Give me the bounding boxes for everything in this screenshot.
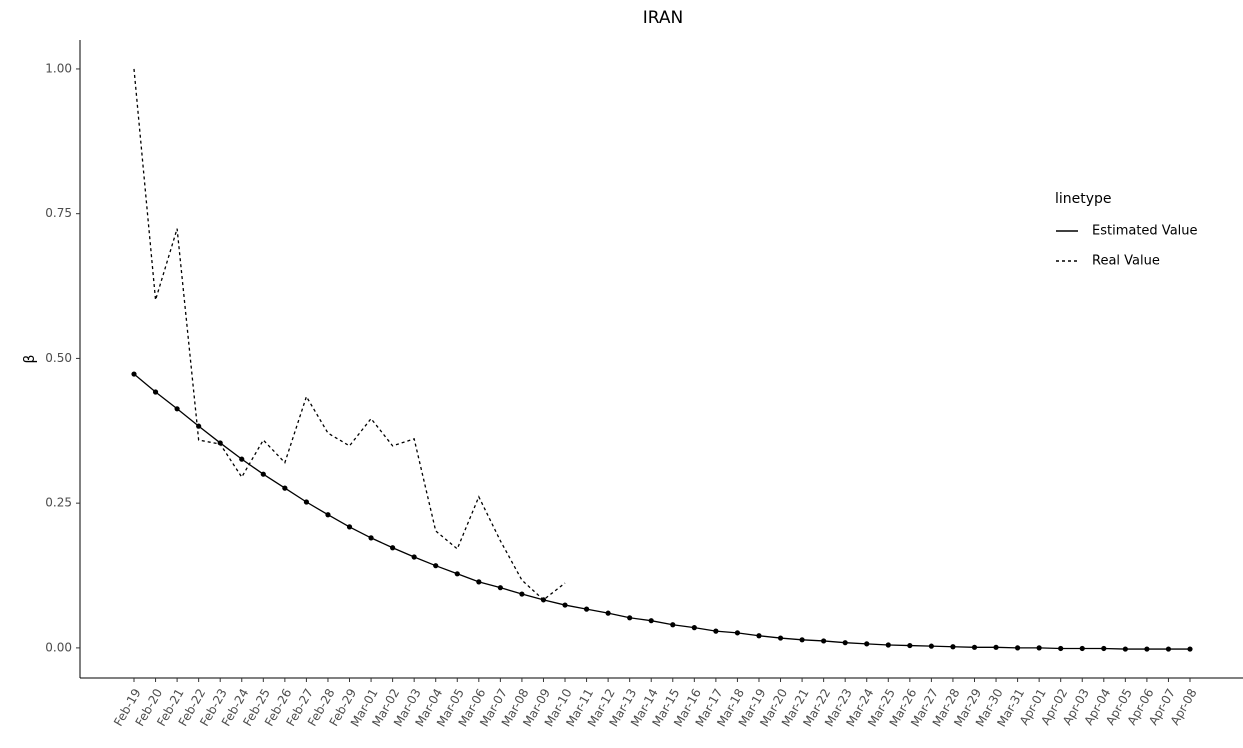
legend-label: Estimated Value xyxy=(1092,224,1198,239)
data-point xyxy=(799,637,805,643)
data-point xyxy=(1079,645,1085,652)
data-point xyxy=(842,640,848,646)
data-point xyxy=(497,585,503,591)
chart-title: IRAN xyxy=(643,8,683,28)
data-point xyxy=(346,524,353,530)
y-axis-label: β xyxy=(22,355,38,364)
y-tick-label: 1.00 xyxy=(45,61,72,75)
data-point xyxy=(368,535,374,541)
data-point xyxy=(864,641,870,647)
data-point xyxy=(260,471,266,477)
data-point xyxy=(476,579,482,585)
data-point xyxy=(454,571,460,577)
data-point xyxy=(1036,645,1042,651)
legend-label: Real Value xyxy=(1092,254,1160,269)
data-point xyxy=(152,389,159,395)
data-point xyxy=(390,545,396,551)
series-line xyxy=(133,68,566,601)
data-point xyxy=(756,633,762,639)
data-point xyxy=(562,602,568,608)
data-point xyxy=(971,644,978,650)
series-line xyxy=(133,373,1190,650)
data-point xyxy=(1165,646,1172,652)
data-point xyxy=(777,635,784,641)
data-point xyxy=(131,371,137,377)
data-point xyxy=(670,622,676,628)
data-point xyxy=(605,610,611,616)
data-point xyxy=(821,638,827,644)
data-point xyxy=(907,642,913,649)
y-tick-label: 0.25 xyxy=(45,496,72,510)
data-point xyxy=(217,440,223,446)
data-point xyxy=(1122,646,1128,652)
data-point xyxy=(583,606,590,612)
data-point xyxy=(885,642,891,648)
data-point xyxy=(282,485,288,491)
data-point xyxy=(648,618,654,624)
data-point xyxy=(174,406,180,412)
data-point xyxy=(928,643,934,649)
data-point xyxy=(1144,646,1150,652)
data-point xyxy=(734,630,741,636)
data-point xyxy=(239,456,245,462)
y-tick-label: 0.50 xyxy=(45,351,72,365)
data-point xyxy=(303,499,310,505)
data-point xyxy=(325,512,331,518)
data-point xyxy=(1014,645,1021,651)
data-point xyxy=(1058,645,1064,652)
data-point xyxy=(950,644,956,650)
data-point xyxy=(993,644,999,650)
data-point xyxy=(519,591,525,597)
y-tick-label: 0.00 xyxy=(45,640,72,654)
data-point xyxy=(433,563,439,569)
legend-title: linetype xyxy=(1055,191,1112,207)
data-point xyxy=(691,625,697,631)
y-tick-label: 0.75 xyxy=(45,206,72,220)
data-point xyxy=(1101,645,1107,652)
data-point xyxy=(411,554,417,560)
data-point xyxy=(627,615,633,621)
data-point xyxy=(713,628,719,634)
data-point xyxy=(1187,646,1193,652)
